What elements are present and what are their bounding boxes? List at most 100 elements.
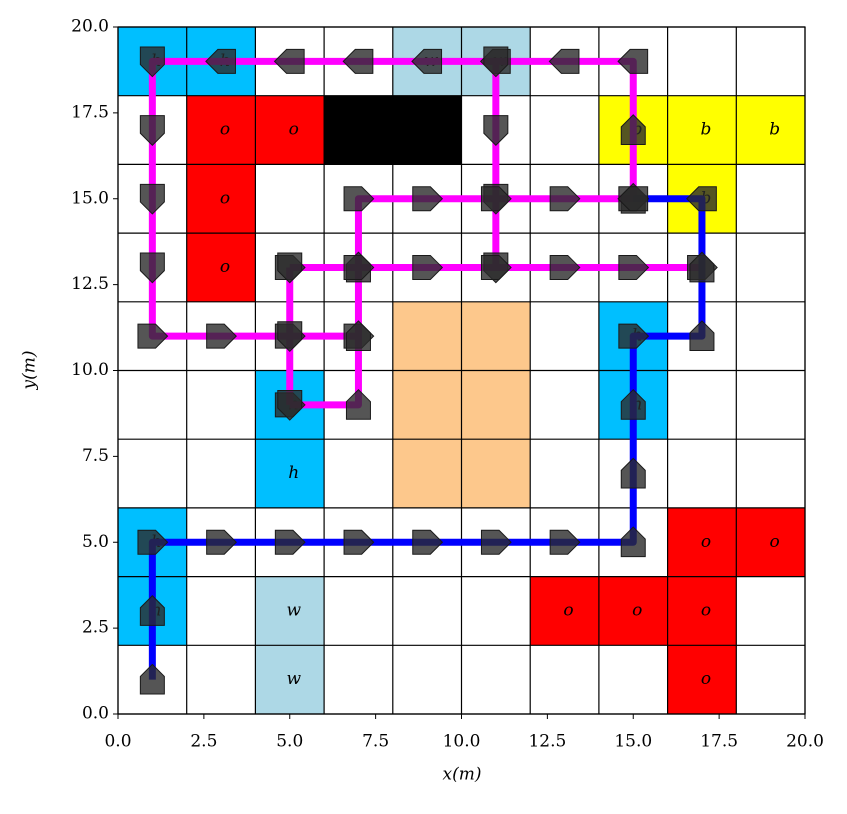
marker	[345, 388, 371, 420]
marker	[206, 529, 237, 555]
cell-label: w	[286, 600, 301, 620]
cell	[324, 95, 393, 165]
cell	[598, 576, 668, 646]
cell-label: o	[701, 669, 711, 689]
marker	[480, 254, 512, 280]
cell	[186, 233, 256, 302]
x-tick-label: 2.5	[190, 732, 217, 752]
marker	[137, 323, 169, 349]
cell	[255, 439, 325, 508]
y-tick-label: 2.5	[82, 618, 109, 638]
y-tick-label: 20.0	[71, 17, 109, 37]
marker	[277, 321, 303, 353]
cell-label: o	[701, 532, 711, 552]
marker	[343, 186, 375, 212]
marker	[480, 529, 512, 555]
marker	[620, 526, 646, 558]
cell-label: o	[563, 600, 573, 620]
marker	[412, 529, 444, 555]
cell-label: w	[286, 669, 301, 689]
marker	[139, 183, 165, 215]
marker	[549, 186, 581, 212]
marker	[620, 457, 646, 489]
marker	[139, 252, 165, 284]
cell	[461, 370, 531, 440]
y-tick-label: 0.0	[82, 704, 109, 724]
marker	[483, 46, 509, 78]
cell	[461, 301, 531, 371]
marker	[618, 254, 650, 280]
cell-label: o	[220, 188, 230, 208]
marker	[620, 114, 646, 145]
marker	[273, 48, 305, 74]
cell	[255, 576, 325, 646]
y-tick-label: 10.0	[71, 360, 109, 380]
marker	[549, 254, 581, 280]
marker	[689, 251, 715, 283]
y-tick-label: 17.5	[71, 102, 109, 122]
y-tick-label: 7.5	[82, 446, 109, 466]
marker	[480, 186, 512, 212]
x-tick-label: 15.0	[614, 732, 652, 752]
y-tick-label: 15.0	[71, 188, 109, 208]
cell-label: o	[289, 120, 299, 140]
x-axis-label: x(m)	[443, 765, 482, 785]
cell	[461, 439, 531, 508]
marker	[139, 663, 165, 695]
cell	[667, 95, 737, 165]
marker	[343, 529, 375, 555]
cell-label: b	[769, 120, 780, 140]
marker	[343, 254, 375, 280]
marker	[548, 48, 580, 74]
marker	[620, 388, 646, 420]
cell	[255, 645, 325, 714]
marker	[274, 529, 306, 555]
x-tick-label: 0.0	[104, 732, 131, 752]
marker	[549, 529, 581, 555]
cell-label: h	[288, 463, 299, 483]
cell	[392, 301, 462, 371]
marker	[137, 529, 169, 555]
marker	[342, 48, 374, 74]
cell	[667, 576, 737, 646]
marker	[277, 389, 303, 421]
marker	[686, 186, 717, 212]
marker	[139, 115, 165, 146]
marker	[412, 186, 444, 212]
marker	[617, 186, 649, 212]
marker	[277, 252, 303, 284]
marker	[139, 595, 165, 626]
marker	[483, 115, 509, 146]
y-tick-label: 5.0	[82, 532, 109, 552]
x-tick-label: 10.0	[443, 732, 481, 752]
cell-label: o	[632, 600, 642, 620]
x-tick-label: 7.5	[362, 732, 389, 752]
cell	[392, 439, 462, 508]
marker	[139, 46, 165, 78]
cell	[392, 370, 462, 440]
cell-label: o	[770, 532, 780, 552]
cell-label: o	[701, 600, 711, 620]
cell-label: o	[220, 120, 230, 140]
marker	[689, 320, 715, 352]
x-tick-label: 20.0	[786, 732, 824, 752]
marker	[412, 254, 444, 280]
y-tick-label: 12.5	[71, 274, 109, 294]
marker	[206, 323, 237, 349]
x-tick-label: 5.0	[276, 732, 303, 752]
cell	[392, 95, 462, 165]
cell-label: b	[701, 120, 712, 140]
cell	[667, 507, 737, 577]
cell	[186, 95, 256, 165]
cell	[736, 507, 805, 577]
cell	[255, 95, 325, 165]
cell-label: o	[220, 257, 230, 277]
marker	[205, 48, 236, 74]
marker	[411, 48, 443, 74]
marker	[617, 48, 649, 74]
x-tick-label: 12.5	[528, 732, 566, 752]
cell	[667, 645, 737, 714]
y-axis-label: y(m)	[20, 351, 40, 391]
marker	[345, 320, 371, 352]
